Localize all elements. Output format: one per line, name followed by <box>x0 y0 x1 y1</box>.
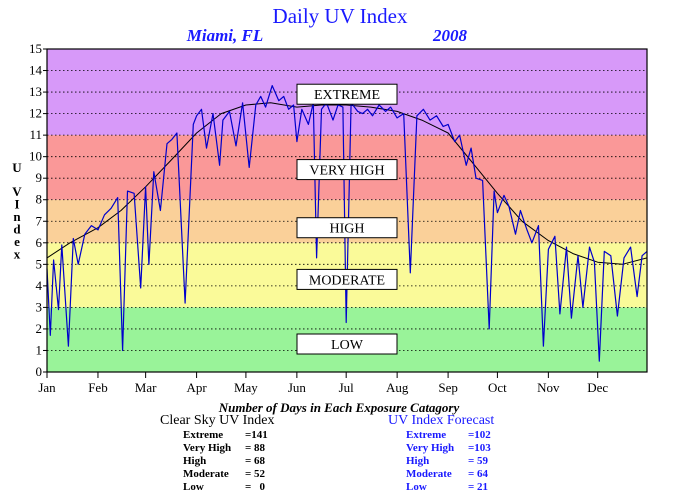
band-label-box-high <box>296 217 398 239</box>
stats-row-high: High = 68 <box>183 455 285 468</box>
y-axis-label-letter: e <box>14 234 20 249</box>
x-tick-label: Jun <box>288 380 307 395</box>
chart-title: Daily UV Index <box>273 4 408 28</box>
band-label-high: HIGH <box>330 222 365 237</box>
stats-row-high: High = 59 <box>406 455 508 468</box>
y-axis-label-letter: U <box>12 160 22 175</box>
stats-row-moderate: Moderate = 52 <box>183 468 285 481</box>
series-line-forecast <box>46 84 648 362</box>
series-lines <box>46 84 648 362</box>
stats-label: Low <box>183 481 204 493</box>
band-label-very-high: VERY HIGH <box>309 164 384 179</box>
x-tick-label: Oct <box>488 380 507 395</box>
stats-value: =141 <box>245 429 268 441</box>
y-tick-label: 1 <box>36 342 43 357</box>
x-tick-label: Aug <box>386 380 409 395</box>
stats-value: = 88 <box>245 442 266 454</box>
x-tick-label: Jan <box>38 380 56 395</box>
x-tick-label: Jul <box>339 380 355 395</box>
stats-label: High <box>406 455 430 467</box>
stats-value: = 64 <box>468 468 489 480</box>
stats-value: = 0 <box>245 481 266 493</box>
plot-frame <box>46 48 648 373</box>
stats-label: Moderate <box>406 468 452 480</box>
y-axis-label-letter: I <box>14 197 19 212</box>
stats-label: Very High <box>406 442 455 454</box>
y-axis-label-letter: n <box>13 209 21 224</box>
stats-value: =102 <box>468 429 491 441</box>
y-tick-label: 5 <box>36 256 43 271</box>
stats-label: Extreme <box>183 429 224 441</box>
y-axis-label-letter: d <box>13 222 21 237</box>
x-tick-label: Sep <box>438 380 458 395</box>
y-tick-label: 11 <box>29 127 42 142</box>
y-tick-label: 3 <box>36 299 43 314</box>
stats-label: Extreme <box>406 429 447 441</box>
x-tick-label: Feb <box>88 380 108 395</box>
band-label-box-extreme <box>296 83 398 105</box>
footer-title: Number of Days in Each Exposure Catagory <box>218 400 460 415</box>
band-label-extreme: EXTREME <box>314 88 380 103</box>
y-axis-label-letter: x <box>14 247 21 262</box>
y-tick-label: 14 <box>29 63 43 78</box>
stats-label: Low <box>406 481 427 493</box>
x-tick-label: Dec <box>587 380 608 395</box>
x-tick-label: Mar <box>135 380 157 395</box>
stats-value: = 59 <box>468 455 489 467</box>
y-tick-label: 12 <box>29 106 42 121</box>
chart-location: Miami, FL <box>186 26 264 45</box>
stats-row-extreme: Extreme =141 <box>183 429 285 442</box>
stats-label: Moderate <box>183 468 229 480</box>
stats-value: = 68 <box>245 455 266 467</box>
x-tick-label: May <box>234 380 258 395</box>
y-tick-label: 6 <box>36 235 43 250</box>
stats-value: = 21 <box>468 481 489 493</box>
stats-label: High <box>183 455 207 467</box>
stats-row-moderate: Moderate = 64 <box>406 468 508 481</box>
y-tick-label: 13 <box>29 84 42 99</box>
stats-row-very-high: Very High = 88 <box>183 442 285 455</box>
forecast-stats-title: UV Index Forecast <box>388 413 495 428</box>
y-axis-label-letter: V <box>12 184 22 199</box>
stats-row-low: Low = 0 <box>183 481 285 494</box>
clear-sky-stats-title: Clear Sky UV Index <box>160 413 275 428</box>
band-label-moderate: MODERATE <box>309 273 385 288</box>
forecast-stats: UV Index Forecast Extreme =102 Very High =… <box>388 413 508 494</box>
stats-row-extreme: Extreme =102 <box>406 429 508 442</box>
chart-year: 2008 <box>432 26 468 45</box>
band-label-box-moderate <box>296 268 398 290</box>
x-tick-label: Nov <box>537 380 560 395</box>
stats-value: = 52 <box>245 468 266 480</box>
stats-label: Very High <box>183 442 232 454</box>
stats-value: =103 <box>468 442 491 454</box>
band-label-box-very-high <box>296 159 398 181</box>
clear-sky-stats: Clear Sky UV Index Extreme =141 Very High… <box>160 413 285 494</box>
x-tick-label: Apr <box>186 380 207 395</box>
y-tick-label: 7 <box>36 213 43 228</box>
stats-row-low: Low = 21 <box>406 481 508 494</box>
y-tick-label: 9 <box>36 170 43 185</box>
y-tick-label: 4 <box>36 278 43 293</box>
y-tick-label: 15 <box>29 41 42 56</box>
band-label-low: LOW <box>331 338 364 353</box>
y-tick-label: 10 <box>29 149 42 164</box>
y-tick-label: 2 <box>36 321 43 336</box>
band-label-box-low <box>296 333 398 355</box>
stats-row-very-high: Very High =103 <box>406 442 508 455</box>
y-tick-label: 0 <box>36 364 43 379</box>
band-labels: LOW MODERATE HIGH VERY HIGH EXTREME <box>296 83 398 355</box>
y-tick-label: 8 <box>36 192 43 207</box>
